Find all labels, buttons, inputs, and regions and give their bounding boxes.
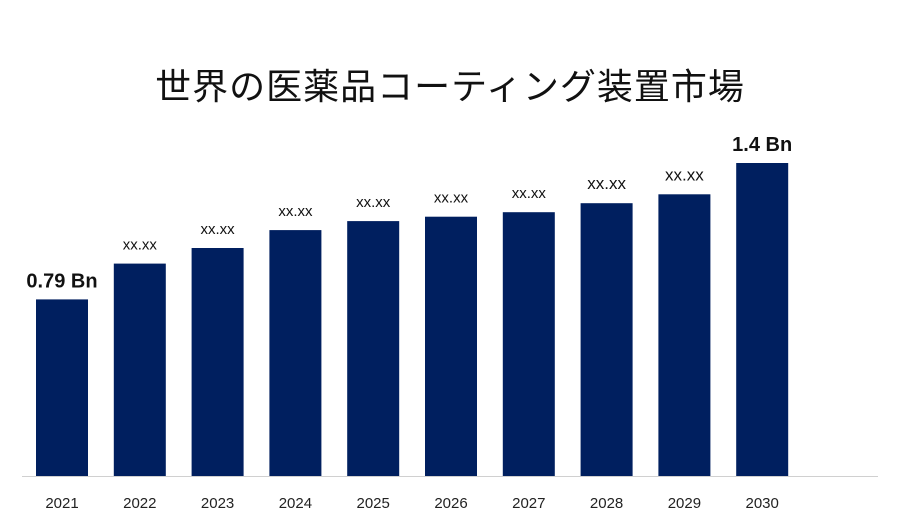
x-tick-label-2021: 2021 xyxy=(45,495,78,512)
bar-2021 xyxy=(36,299,88,476)
bar-2029 xyxy=(658,194,711,477)
data-label-2026: xx.xx xyxy=(434,190,469,207)
bar-2028 xyxy=(580,203,633,476)
x-tick-label-2027: 2027 xyxy=(512,495,545,512)
x-tick-label-2024: 2024 xyxy=(279,495,312,512)
x-tick-label-2028: 2028 xyxy=(590,495,623,512)
x-tick-label-2025: 2025 xyxy=(357,495,390,512)
chart-title: 世界の医薬品コーティング装置市場 xyxy=(155,67,745,108)
data-label-2022: xx.xx xyxy=(123,237,158,254)
x-tick-label-2022: 2022 xyxy=(123,495,156,512)
x-tick-label-2030: 2030 xyxy=(746,495,779,512)
bar-2023 xyxy=(191,248,244,476)
bar-2024 xyxy=(269,230,322,476)
bar-2025 xyxy=(347,221,400,476)
bar-2026 xyxy=(425,216,477,476)
data-label-2023: xx.xx xyxy=(201,221,236,238)
data-label-2027: xx.xx xyxy=(512,185,547,202)
data-label-2024: xx.xx xyxy=(278,203,313,220)
data-label-2030: 1.4 Bn xyxy=(732,134,792,156)
data-label-2021: 0.79 Bn xyxy=(26,270,97,292)
data-label-2025: xx.xx xyxy=(356,194,391,211)
bar-2030 xyxy=(736,163,789,476)
x-tick-label-2029: 2029 xyxy=(668,495,701,512)
x-tick-label-2026: 2026 xyxy=(434,495,467,512)
bar-2027 xyxy=(502,212,555,476)
data-label-2029: xx.xx xyxy=(665,165,704,184)
data-label-2028: xx.xx xyxy=(587,174,626,193)
x-tick-label-2023: 2023 xyxy=(201,495,234,512)
bar-2022 xyxy=(113,263,166,476)
